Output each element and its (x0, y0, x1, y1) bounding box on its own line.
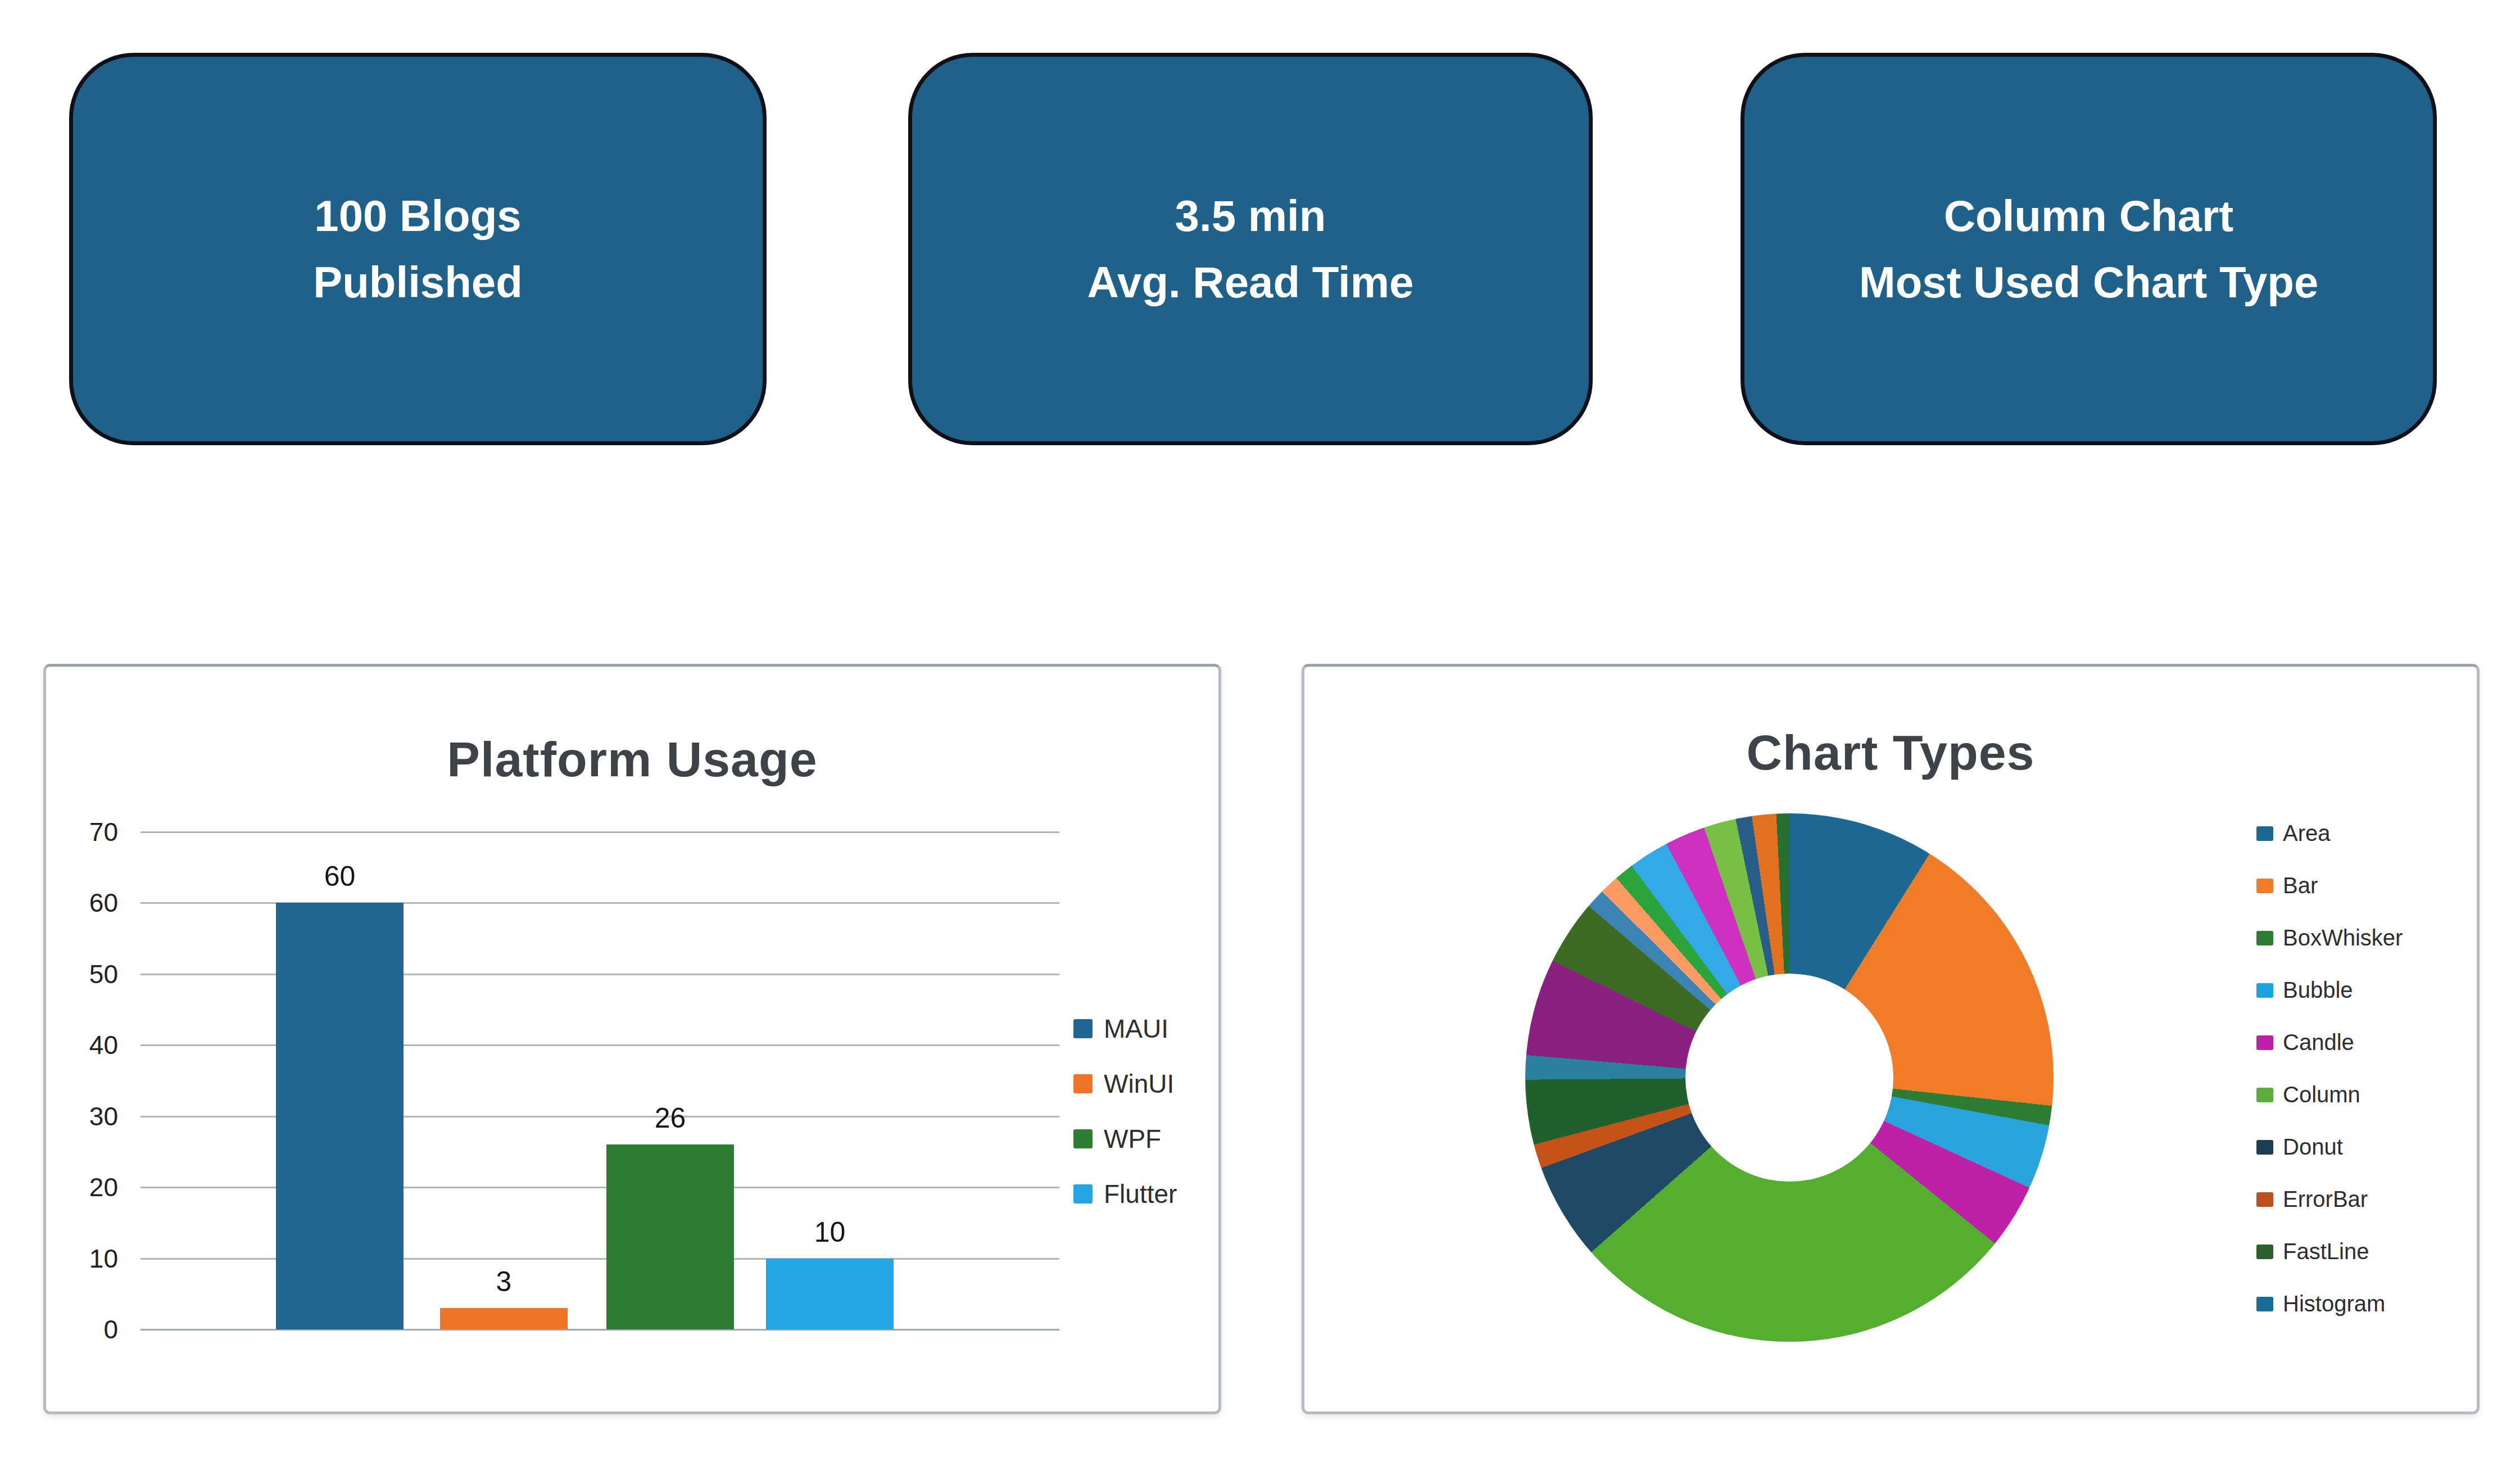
y-axis-tick-label: 40 (46, 1029, 118, 1061)
bar-chart-legend: MAUI WinUI WPF Flutter (1073, 1015, 1177, 1207)
y-axis-tick-label: 70 (46, 816, 118, 848)
legend-swatch (2256, 983, 2273, 998)
bar-value-label: 10 (763, 1216, 898, 1248)
legend-item-bubble: Bubble (2256, 979, 2403, 1002)
bar-chart-panel: Platform Usage MAUI WinUI WPF Flutter 0 10 20… (43, 664, 1221, 1414)
legend-swatch (1073, 1019, 1093, 1038)
legend-item-candle: Candle (2256, 1031, 2403, 1054)
legend-swatch (2256, 879, 2273, 893)
gridline (140, 831, 1059, 833)
y-axis-tick-label: 50 (46, 958, 118, 990)
bar-chart-title: Platform Usage (46, 733, 1218, 786)
kpi-value: Column Chart (1944, 183, 2234, 249)
donut-hole (1685, 974, 1893, 1182)
y-axis-tick-label: 30 (46, 1101, 118, 1132)
bar-wpf (606, 1144, 734, 1329)
legend-label: ErrorBar (2283, 1188, 2368, 1211)
legend-item-boxwhisker: BoxWhisker (2256, 926, 2403, 949)
legend-label: WPF (1104, 1125, 1161, 1152)
legend-label: Histogram (2283, 1292, 2385, 1315)
legend-swatch (2256, 1192, 2273, 1207)
legend-swatch (2256, 1140, 2273, 1155)
legend-item-flutter: Flutter (1073, 1180, 1177, 1207)
kpi-value: 3.5 min (1175, 183, 1326, 249)
legend-item-winui: WinUI (1073, 1070, 1177, 1097)
kpi-card-avg-read-time: 3.5 min Avg. Read Time (908, 53, 1593, 445)
legend-swatch (2256, 1245, 2273, 1259)
legend-swatch (2256, 1297, 2273, 1311)
legend-item-donut: Donut (2256, 1135, 2403, 1159)
legend-label: Column (2283, 1083, 2360, 1106)
donut-ring (1525, 813, 2054, 1342)
legend-item-histogram: Histogram (2256, 1292, 2403, 1315)
legend-label: FastLine (2283, 1240, 2369, 1263)
y-axis-tick-label: 0 (46, 1314, 118, 1345)
bar-maui (276, 903, 404, 1329)
kpi-card-blogs-published: 100 Blogs Published (69, 53, 767, 445)
legend-label: Area (2283, 822, 2331, 845)
legend-swatch (2256, 931, 2273, 945)
legend-swatch (2256, 1035, 2273, 1050)
legend-label: WinUI (1104, 1070, 1174, 1097)
legend-swatch (1073, 1129, 1093, 1148)
legend-label: Bubble (2283, 979, 2353, 1002)
legend-label: Flutter (1104, 1180, 1177, 1207)
bar-value-label: 60 (273, 861, 407, 892)
legend-item-fastline: FastLine (2256, 1240, 2403, 1263)
kpi-label: Most Used Chart Type (1859, 249, 2319, 315)
bar-value-label: 26 (603, 1102, 738, 1134)
y-axis-tick-label: 60 (46, 887, 118, 919)
kpi-card-most-used-chart: Column Chart Most Used Chart Type (1741, 53, 2437, 445)
bar-flutter (766, 1259, 894, 1329)
donut-chart-legend: Area Bar BoxWhisker Bubble Candle Column Donut… (2256, 822, 2403, 1315)
y-axis-tick-label: 10 (46, 1243, 118, 1274)
legend-item-wpf: WPF (1073, 1125, 1177, 1152)
legend-swatch (1073, 1184, 1093, 1203)
legend-label: MAUI (1104, 1015, 1168, 1042)
legend-item-column: Column (2256, 1083, 2403, 1106)
bar-value-label: 3 (437, 1266, 572, 1297)
kpi-label: Published (313, 249, 523, 315)
legend-item-maui: MAUI (1073, 1015, 1177, 1042)
legend-label: Donut (2283, 1135, 2343, 1159)
legend-item-area: Area (2256, 822, 2403, 845)
legend-swatch (2256, 826, 2273, 841)
y-axis-tick-label: 20 (46, 1171, 118, 1203)
legend-item-bar: Bar (2256, 874, 2403, 897)
legend-label: Candle (2283, 1031, 2354, 1054)
legend-swatch (2256, 1088, 2273, 1102)
donut-chart-title: Chart Types (1304, 726, 2477, 779)
legend-label: Bar (2283, 874, 2318, 897)
bar-winui (440, 1308, 568, 1329)
legend-item-errorbar: ErrorBar (2256, 1188, 2403, 1211)
donut-chart-panel: Chart Types Area Bar BoxWhisker Bubble Candl… (1302, 664, 2480, 1414)
legend-swatch (1073, 1074, 1093, 1093)
kpi-label: Avg. Read Time (1087, 249, 1414, 315)
legend-label: BoxWhisker (2283, 926, 2403, 949)
kpi-value: 100 Blogs (314, 183, 521, 249)
